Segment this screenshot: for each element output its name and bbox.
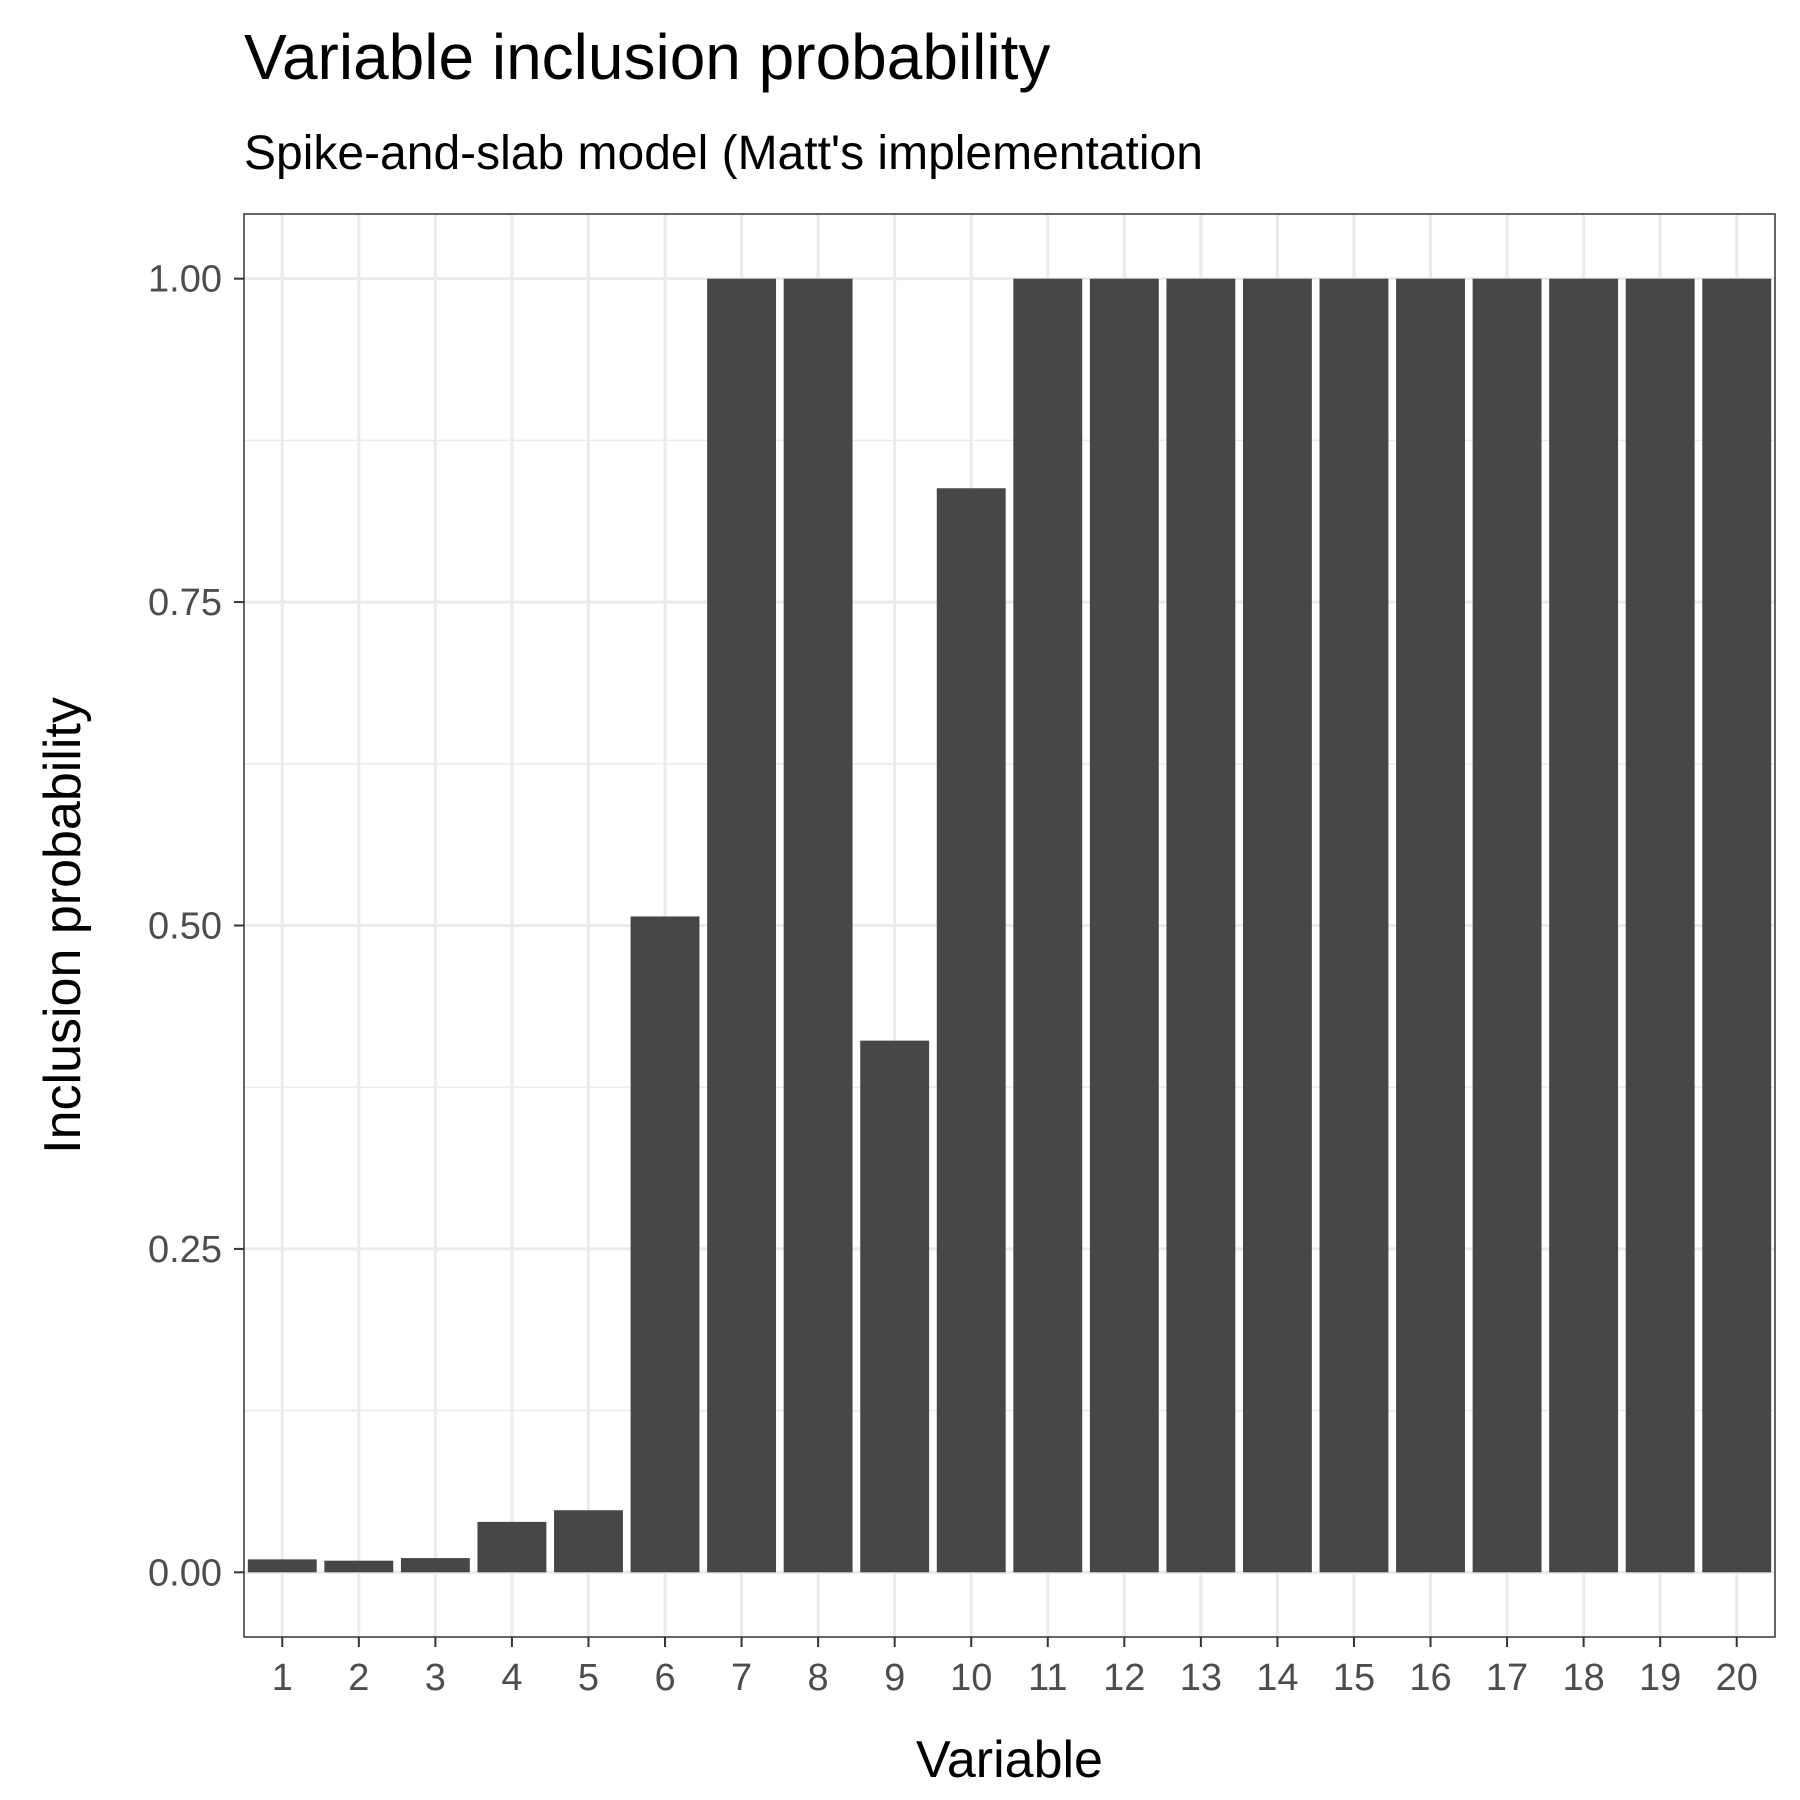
x-tick-label: 4 — [501, 1657, 522, 1699]
bar — [860, 1040, 930, 1573]
bar — [247, 1559, 317, 1573]
bar — [630, 916, 700, 1573]
x-tick-label: 5 — [578, 1657, 599, 1699]
chart-title: Variable inclusion probability — [244, 21, 1051, 93]
x-tick-label: 8 — [808, 1657, 829, 1699]
x-tick-label: 19 — [1639, 1657, 1681, 1699]
bar — [1472, 278, 1542, 1573]
x-tick-label: 17 — [1486, 1657, 1528, 1699]
bar — [1089, 278, 1159, 1573]
bar — [1319, 278, 1389, 1573]
x-tick-label: 14 — [1256, 1657, 1298, 1699]
bar — [400, 1558, 470, 1573]
x-tick-label: 15 — [1333, 1657, 1375, 1699]
x-tick-label: 3 — [425, 1657, 446, 1699]
y-tick-label: 0.50 — [148, 906, 222, 948]
bar — [783, 278, 853, 1573]
bar — [707, 278, 777, 1573]
bar — [554, 1510, 623, 1573]
x-tick-label: 6 — [654, 1657, 675, 1699]
x-tick-label: 16 — [1409, 1657, 1451, 1699]
major-gridlines — [244, 214, 1775, 1637]
bar — [1166, 278, 1236, 1573]
bar — [477, 1521, 547, 1573]
bar — [1549, 278, 1619, 1573]
bar — [1625, 278, 1695, 1573]
bar — [1013, 278, 1083, 1573]
bars — [247, 278, 1772, 1573]
y-tick-label: 0.00 — [148, 1552, 222, 1594]
x-axis: 1 2 3 4 5 6 7 8 9 10 11 12 13 14 15 16 17 18 19 20 — [272, 1637, 1758, 1699]
y-tick-label: 1.00 — [148, 259, 222, 301]
bar — [1396, 278, 1465, 1573]
x-axis-title: Variable — [916, 1731, 1103, 1789]
x-tick-label: 2 — [348, 1657, 369, 1699]
x-tick-label: 20 — [1716, 1657, 1758, 1699]
x-tick-label: 18 — [1562, 1657, 1604, 1699]
x-tick-label: 11 — [1028, 1657, 1067, 1699]
x-tick-label: 10 — [950, 1657, 992, 1699]
chart-subtitle: Spike-and-slab model (Matt's implementat… — [244, 127, 1203, 180]
y-tick-label: 0.75 — [148, 582, 222, 624]
x-tick-label: 9 — [884, 1657, 905, 1699]
bar — [324, 1560, 394, 1573]
x-tick-label: 7 — [731, 1657, 752, 1699]
y-axis: 0.00 0.25 0.50 0.75 1.00 — [148, 259, 244, 1594]
bar — [936, 488, 1006, 1573]
bar — [1702, 278, 1772, 1573]
y-tick-label: 0.25 — [148, 1229, 222, 1271]
y-axis-title: Inclusion probability — [34, 697, 92, 1154]
bar — [1242, 278, 1312, 1573]
x-tick-label: 1 — [272, 1657, 293, 1699]
x-tick-label: 13 — [1180, 1657, 1222, 1699]
x-tick-label: 12 — [1103, 1657, 1145, 1699]
